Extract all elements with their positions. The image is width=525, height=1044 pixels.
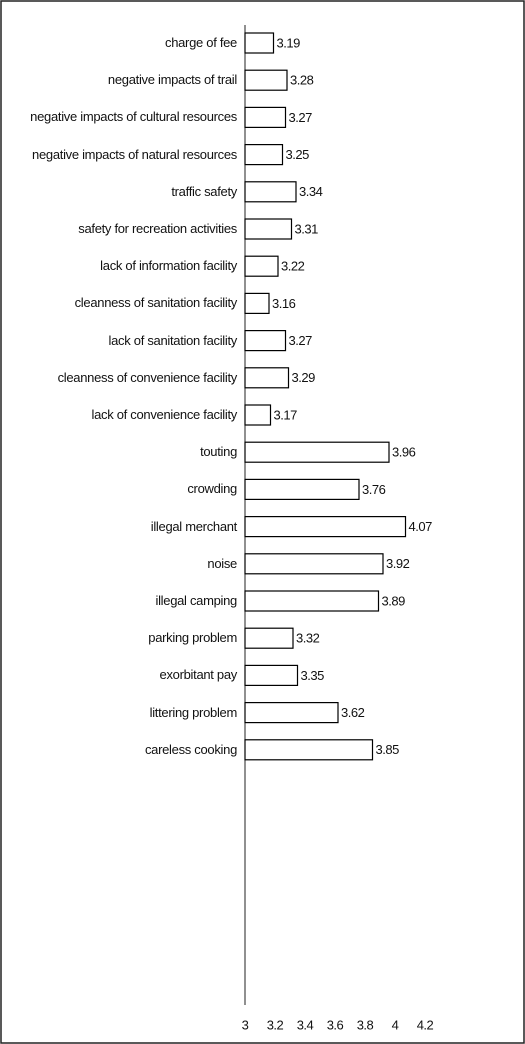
bar: [244, 32, 275, 54]
category-label: illegal camping: [155, 593, 238, 608]
category-label: parking problem: [148, 630, 237, 646]
category-label: touting: [200, 444, 237, 460]
value-label: 4.07: [409, 519, 433, 534]
bar: [244, 218, 293, 240]
value-label: 3.19: [277, 35, 301, 50]
value-label: 3.29: [292, 370, 316, 385]
x-tick-label: 3.6: [327, 1017, 344, 1032]
x-tick-label: 4.2: [417, 1017, 434, 1032]
bar: [244, 441, 390, 463]
value-label: 3.35: [301, 668, 325, 683]
bar: [244, 739, 374, 761]
bar: [244, 478, 360, 500]
x-tick-label: 3: [242, 1017, 249, 1032]
category-label: cleanness of convenience facility: [57, 369, 238, 385]
bar: [244, 292, 270, 314]
value-label: 3.96: [392, 445, 416, 460]
bar: [244, 590, 380, 612]
bar: [244, 255, 279, 277]
value-label: 3.62: [341, 705, 365, 720]
bar: [244, 664, 299, 687]
category-label: careless cooking: [144, 741, 237, 757]
category-label: lack of information facility: [100, 258, 237, 274]
value-label: 3.22: [281, 259, 305, 274]
value-label: 3.92: [386, 556, 410, 571]
value-label: 3.16: [272, 296, 296, 311]
x-tick-label: 3.4: [297, 1017, 314, 1032]
category-label: negative impacts of natural resources: [32, 146, 237, 162]
value-label: 3.76: [362, 482, 386, 497]
value-label: 3.27: [289, 110, 313, 125]
bar: [244, 627, 294, 649]
bar: [244, 106, 287, 129]
category-label: charge of fee: [165, 35, 237, 50]
category-label: crowding: [187, 481, 237, 497]
category-label: exorbitant pay: [159, 667, 238, 683]
value-label: 3.17: [274, 407, 298, 422]
bar: [244, 553, 384, 575]
category-label: safety for recreation activities: [78, 221, 237, 236]
bar: [244, 144, 284, 166]
x-tick-label: 4: [392, 1017, 399, 1032]
category-label: traffic safety: [171, 183, 237, 199]
value-label: 3.89: [382, 593, 406, 608]
bar: [244, 515, 407, 538]
value-label: 3.31: [295, 221, 319, 236]
category-label: littering problem: [149, 704, 238, 720]
x-tick-label: 3.8: [357, 1017, 374, 1032]
category-label: lack of convenience facility: [91, 407, 237, 422]
bar: [244, 181, 297, 203]
bar: [244, 404, 272, 426]
value-label: 3.27: [289, 333, 313, 348]
bar: [244, 69, 288, 91]
category-label: negative impacts of trail: [107, 72, 237, 88]
value-label: 3.85: [376, 742, 400, 757]
category-label: noise: [207, 555, 237, 571]
category-label: lack of sanitation facility: [108, 332, 238, 348]
bar: [244, 701, 339, 724]
value-label: 3.25: [286, 147, 310, 162]
x-tick-label: 3.2: [267, 1017, 284, 1032]
category-label: negative impacts of cultural resources: [30, 109, 237, 125]
category-label: illegal merchant: [150, 518, 238, 534]
category-label: cleanness of sanitation facility: [74, 295, 238, 311]
value-label: 3.28: [290, 73, 314, 88]
value-label: 3.34: [299, 184, 323, 199]
bar: [244, 330, 287, 352]
bar: [244, 367, 290, 389]
value-label: 3.32: [296, 631, 320, 646]
